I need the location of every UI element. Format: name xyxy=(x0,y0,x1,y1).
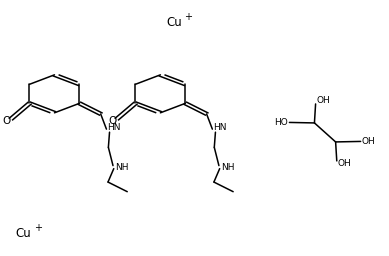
Text: NH: NH xyxy=(221,163,234,172)
Text: O: O xyxy=(108,116,116,126)
Text: OH: OH xyxy=(338,159,352,168)
Text: HO: HO xyxy=(274,118,287,127)
Text: OH: OH xyxy=(362,137,375,146)
Text: +: + xyxy=(34,222,42,232)
Text: OH: OH xyxy=(317,97,331,105)
Text: Cu: Cu xyxy=(166,16,182,29)
Text: HN: HN xyxy=(214,123,227,132)
Text: NH: NH xyxy=(115,163,128,172)
Text: HN: HN xyxy=(108,123,121,132)
Text: +: + xyxy=(184,12,193,22)
Text: O: O xyxy=(2,116,11,126)
Text: Cu: Cu xyxy=(16,227,32,240)
